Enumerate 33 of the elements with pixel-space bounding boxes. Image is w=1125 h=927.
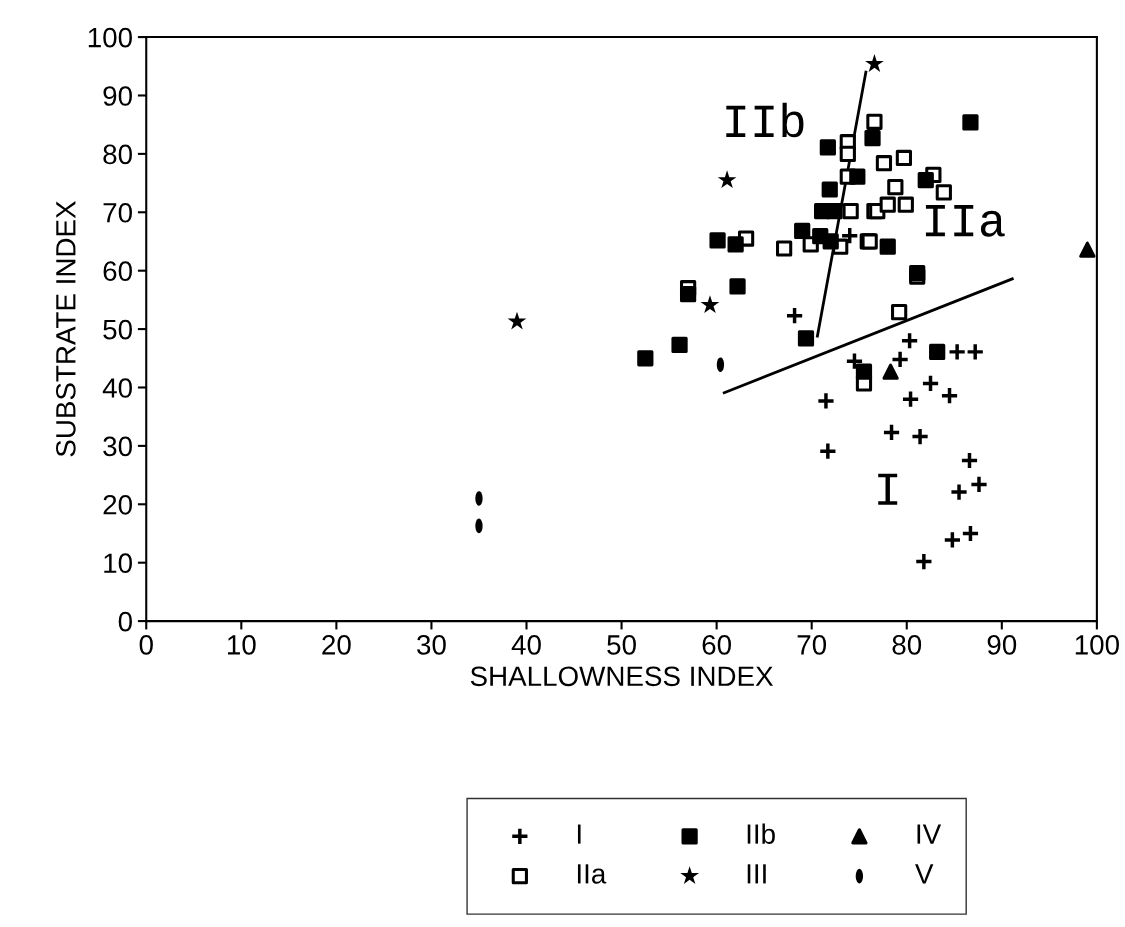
y-tick-label: 10 [104, 553, 132, 574]
legend-label: V [915, 864, 934, 884]
annotation: IIa [925, 205, 1005, 237]
y-tick-label: 40 [102, 378, 132, 398]
annotation: I [878, 473, 898, 505]
legend-label: IIa [577, 864, 607, 884]
x-tick-label: 20 [322, 635, 351, 655]
y-tick-label: 50 [103, 319, 132, 340]
x-tick-label: 0 [139, 635, 153, 655]
legend-label: IV [917, 824, 942, 844]
x-tick-label: 100 [1075, 635, 1119, 655]
legend-label: I [577, 824, 581, 844]
x-tick-label: 60 [702, 635, 731, 655]
y-tick-label: 100 [88, 27, 132, 48]
x-tick-label: 40 [511, 635, 541, 655]
x-axis-title: SHALLOWNESS INDEX [470, 666, 774, 687]
y-tick-label: 20 [103, 494, 132, 515]
x-tick-label: 10 [227, 635, 256, 655]
x-tick-label: 50 [607, 635, 636, 655]
x-tick-label: 90 [987, 635, 1017, 655]
legend-label: III [747, 864, 766, 884]
annotation: IIb [726, 102, 804, 138]
x-tick-label: 30 [417, 635, 446, 655]
y-axis-title: SUBSTRATE INDEX [56, 201, 76, 457]
x-tick-label: 80 [892, 635, 922, 655]
y-tick-label: 80 [103, 144, 132, 165]
y-tick-label: 60 [103, 261, 132, 282]
y-tick-label: 0 [118, 611, 132, 632]
y-tick-label: 70 [103, 202, 132, 223]
x-tick-label: 70 [797, 635, 827, 655]
legend-label: IIb [747, 823, 775, 844]
y-tick-label: 30 [103, 436, 132, 457]
y-tick-label: 90 [103, 86, 132, 106]
